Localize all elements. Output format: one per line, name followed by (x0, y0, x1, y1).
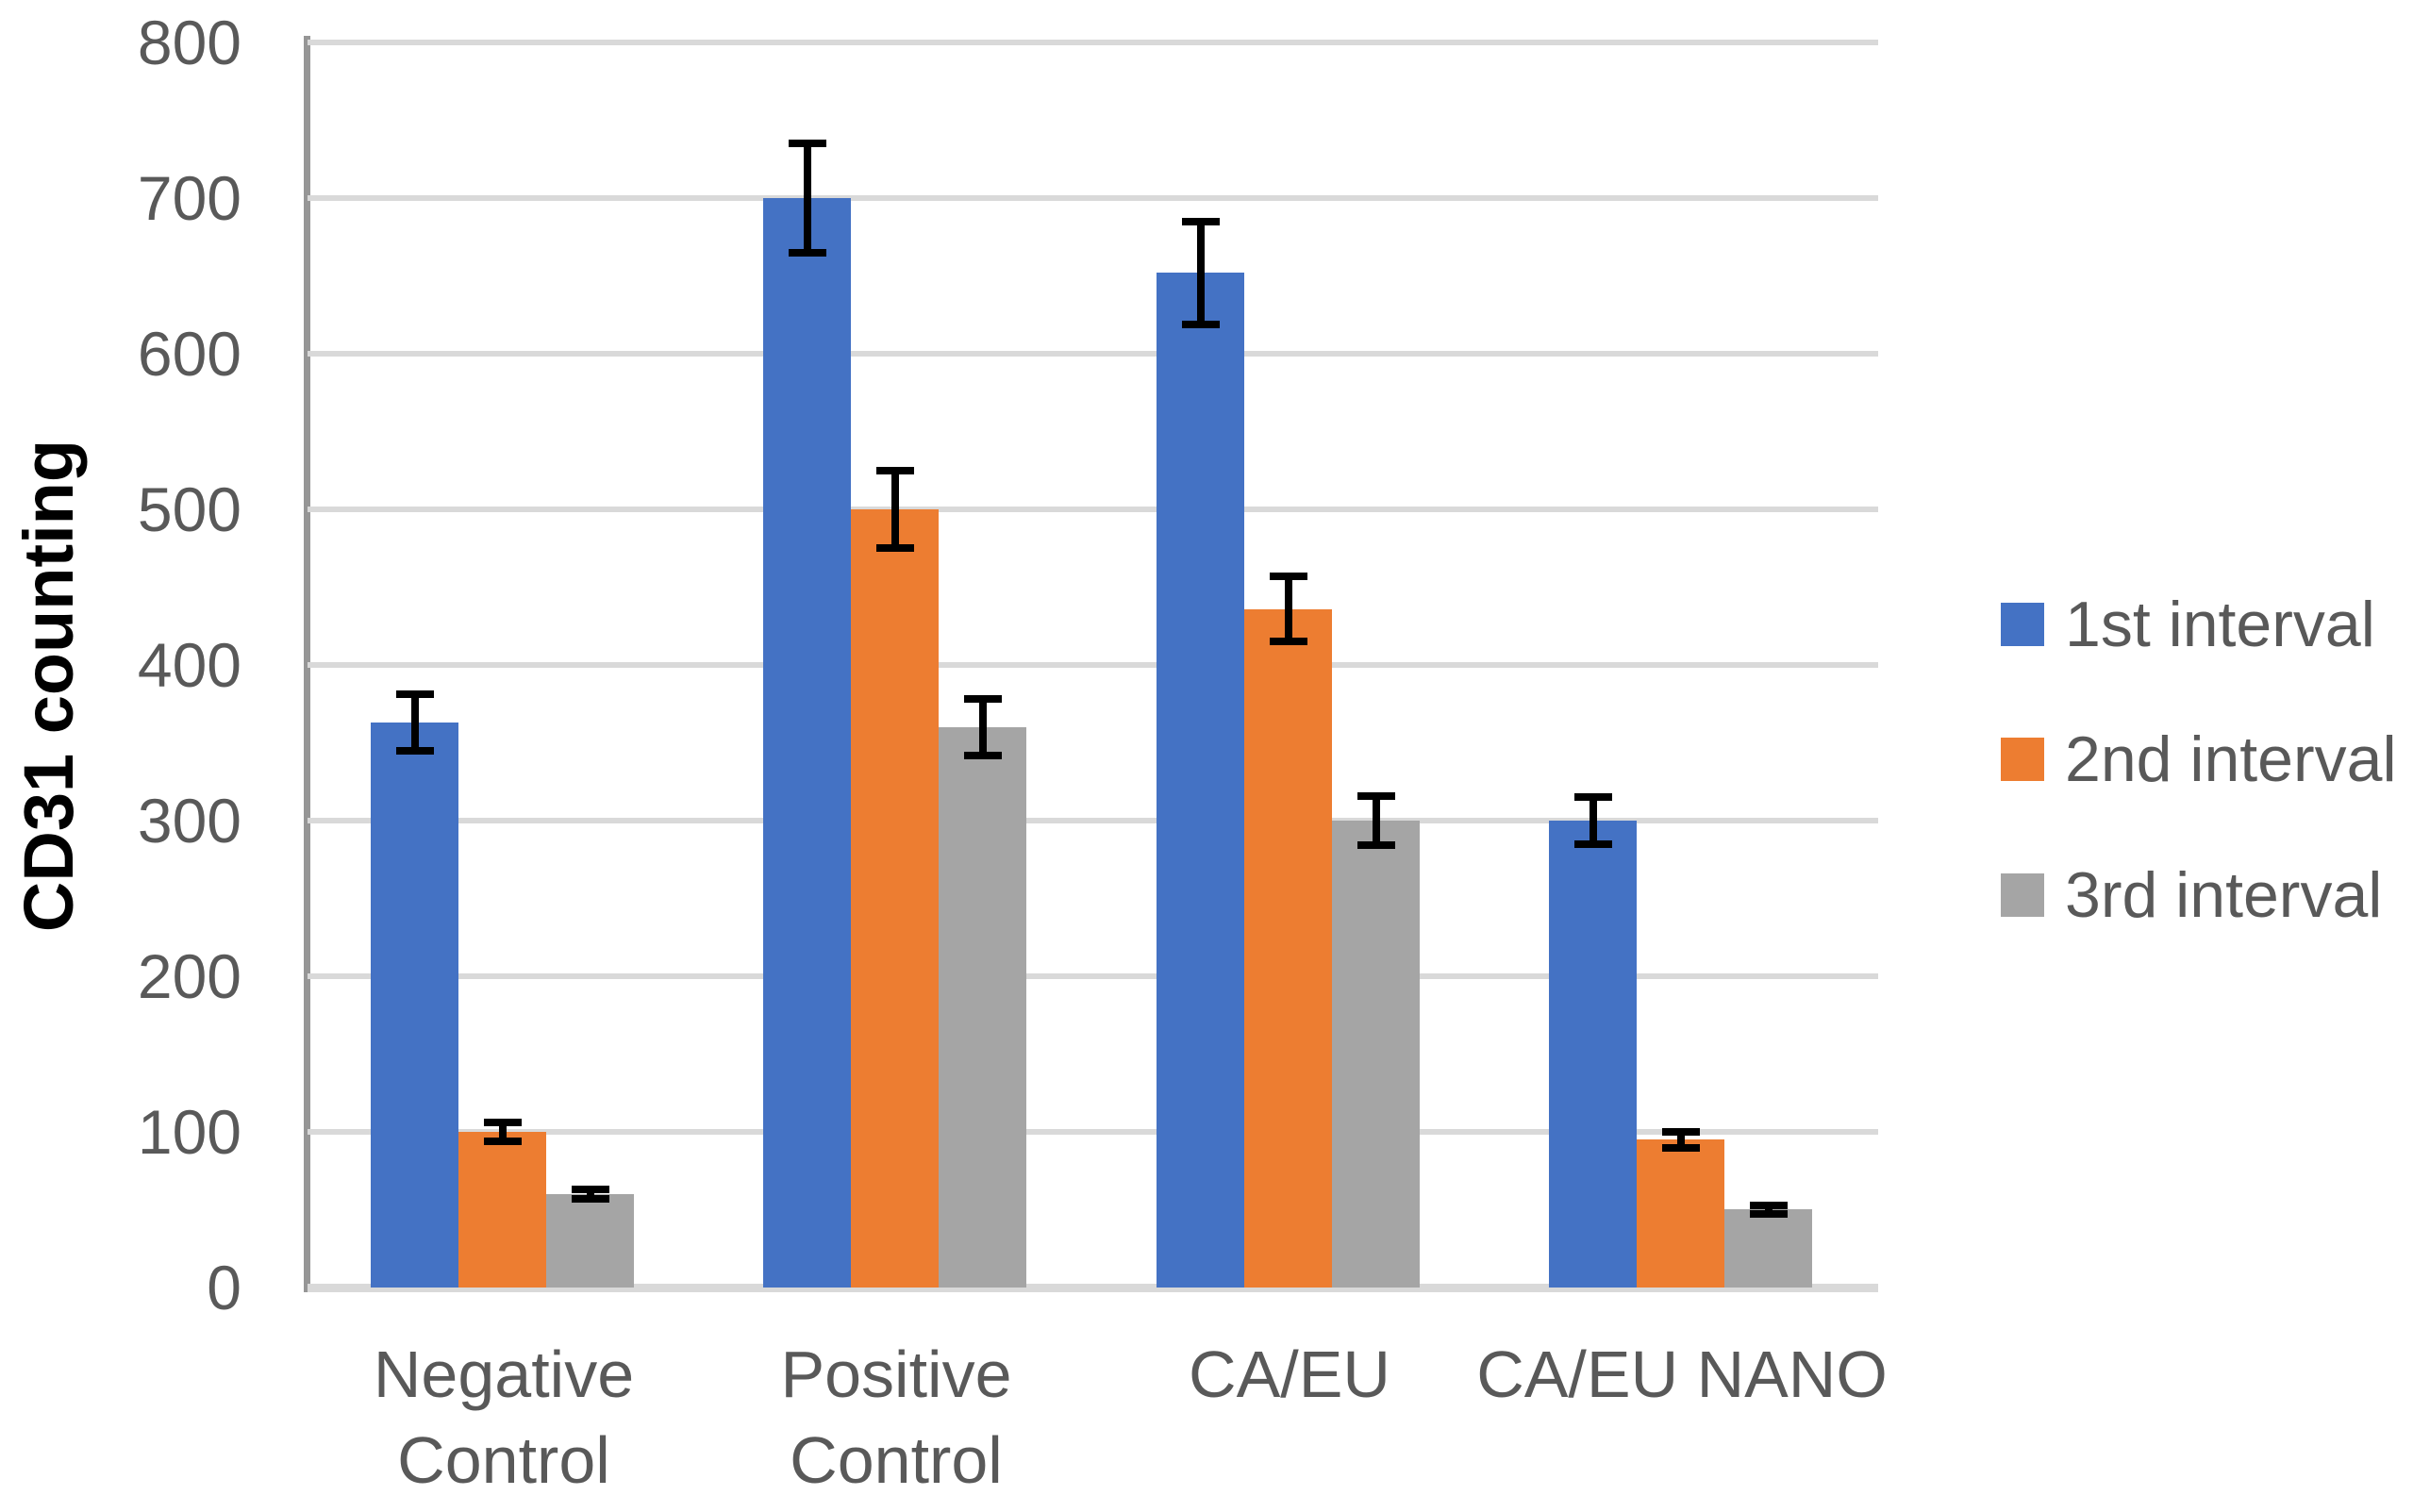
bar-ca-eu-nano-3rd-interval (1724, 1209, 1812, 1288)
gridline-600 (308, 351, 1878, 357)
error-bar-cap (1356, 841, 1395, 850)
y-tick-label-100: 100 (137, 1097, 241, 1167)
legend-item-3rd-interval: 3rd interval (2001, 859, 2382, 931)
y-tick-label-700: 700 (137, 163, 241, 233)
error-bar-cap (571, 1186, 609, 1194)
error-bar-line (1372, 795, 1380, 846)
category-label-positive-control: Positive Control (651, 1332, 1141, 1504)
error-bar-cap (963, 751, 1002, 759)
error-bar-cap (1661, 1128, 1700, 1136)
legend-swatch-1st-interval (2001, 602, 2044, 646)
error-bar-line (803, 143, 811, 253)
category-label-ca-eu-nano: CA/EU NANO (1437, 1332, 1927, 1418)
error-bar-line (1764, 1205, 1773, 1215)
error-bar-cap (1573, 839, 1612, 848)
y-tick-label-200: 200 (137, 941, 241, 1011)
error-bar-cap (788, 248, 826, 257)
bar-ca-eu-3rd-interval (1332, 821, 1420, 1288)
bar-ca-eu-nano-1st-interval (1549, 821, 1637, 1288)
error-bar-line (410, 694, 419, 751)
legend-item-1st-interval: 1st interval (2001, 589, 2375, 660)
error-bar-cap (1269, 638, 1307, 646)
category-label-negative-control: Negative Control (258, 1332, 749, 1504)
error-bar-cap (1181, 217, 1220, 225)
bar-positive-control-1st-interval (763, 198, 851, 1288)
error-bar-cap (788, 140, 826, 148)
legend-swatch-3rd-interval (2001, 872, 2044, 917)
bar-negative-control-2nd-interval (458, 1132, 546, 1288)
gridline-800 (308, 40, 1878, 45)
category-label-ca-eu: CA/EU (1044, 1332, 1535, 1418)
error-bar-line (1284, 575, 1292, 642)
error-bar-cap (963, 695, 1002, 704)
legend-label-1st-interval: 1st interval (2065, 588, 2375, 660)
error-bar-cap (483, 1119, 522, 1127)
legend-swatch-2nd-interval (2001, 738, 2044, 781)
error-bar-cap (571, 1194, 609, 1203)
y-axis-line (304, 36, 310, 1292)
legend: 1st interval 2nd interval 3rd interval (2001, 0, 2430, 1512)
error-bar-cap (395, 690, 434, 699)
y-tick-label-400: 400 (137, 630, 241, 700)
bar-negative-control-1st-interval (371, 723, 458, 1288)
category-label-line: Control (790, 1423, 1003, 1497)
error-bar-cap (1269, 572, 1307, 580)
gridline-500 (308, 507, 1878, 512)
error-bar-cap (1749, 1210, 1788, 1219)
category-label-line: Control (397, 1423, 610, 1497)
gridline-200 (308, 973, 1878, 979)
error-bar-cap (395, 746, 434, 755)
error-bar-cap (1573, 793, 1612, 802)
gridline-100 (308, 1129, 1878, 1135)
error-bar-line (890, 470, 899, 549)
gridline-300 (308, 818, 1878, 823)
category-label-line: Positive (780, 1338, 1012, 1411)
error-bar-cap (875, 544, 914, 553)
error-bar-line (1589, 797, 1597, 844)
error-bar-line (1676, 1132, 1685, 1148)
error-bar-line (1196, 221, 1205, 324)
error-bar-cap (875, 466, 914, 474)
error-bar-cap (483, 1137, 522, 1145)
bar-positive-control-2nd-interval (851, 509, 939, 1288)
gridline-400 (308, 662, 1878, 668)
y-tick-label-500: 500 (137, 474, 241, 544)
bar-positive-control-3rd-interval (939, 727, 1026, 1288)
y-tick-label-800: 800 (137, 8, 241, 77)
error-bar-cap (1749, 1201, 1788, 1209)
legend-item-2nd-interval: 2nd interval (2001, 723, 2397, 795)
legend-label-3rd-interval: 3rd interval (2065, 858, 2383, 931)
legend-label-2nd-interval: 2nd interval (2065, 723, 2397, 795)
bar-ca-eu-2nd-interval (1244, 609, 1332, 1288)
y-tick-label-0: 0 (207, 1253, 241, 1322)
error-bar-cap (1181, 320, 1220, 328)
error-bar-line (586, 1189, 594, 1199)
category-label-line: CA/EU (1189, 1338, 1390, 1411)
category-label-line: Negative (373, 1338, 635, 1411)
baseline-gridline-0 (308, 1283, 1878, 1292)
error-bar-line (498, 1122, 507, 1141)
y-tick-label-300: 300 (137, 786, 241, 856)
bar-ca-eu-nano-2nd-interval (1637, 1139, 1724, 1288)
gridline-700 (308, 195, 1878, 201)
bar-ca-eu-1st-interval (1157, 273, 1244, 1288)
y-tick-label-600: 600 (137, 319, 241, 389)
plot-area (308, 40, 1878, 1292)
bar-negative-control-3rd-interval (546, 1194, 634, 1288)
error-bar-cap (1356, 791, 1395, 800)
category-label-line: CA/EU NANO (1476, 1338, 1888, 1411)
error-bar-cap (1661, 1143, 1700, 1152)
error-bar-line (978, 699, 987, 756)
